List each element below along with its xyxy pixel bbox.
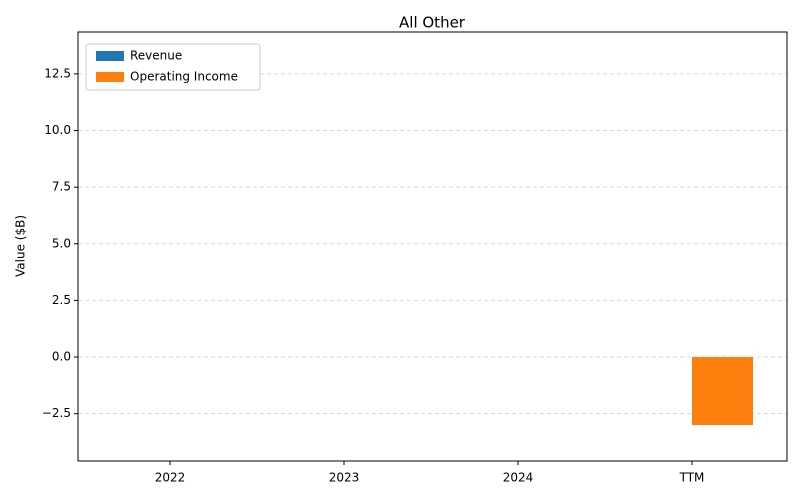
plot-frame	[77, 31, 788, 462]
bar	[692, 357, 753, 425]
legend-label: Operating Income	[130, 70, 238, 84]
legend-swatch	[96, 72, 124, 82]
y-axis-label: Value ($B)	[14, 215, 28, 277]
legend-box	[85, 43, 261, 91]
y-tick-label: 0.0	[52, 350, 71, 364]
x-tick-label: TTM	[679, 471, 705, 485]
x-tick-label: 2022	[155, 471, 186, 485]
chart-title: All Other	[399, 14, 466, 32]
x-tick-label: 2023	[329, 471, 360, 485]
y-tick-label: −2.5	[42, 406, 71, 420]
legend-label: Revenue	[130, 49, 182, 63]
y-tick-label: 5.0	[52, 236, 71, 250]
y-tick-label: 12.5	[44, 66, 71, 80]
legend: Revenue Operating Income	[85, 43, 261, 91]
y-tick-label: 7.5	[52, 180, 71, 194]
y-tick-label: 2.5	[52, 293, 71, 307]
legend-swatch	[96, 51, 124, 61]
y-tick-label: 10.0	[44, 123, 71, 137]
x-tick-label: 2024	[503, 471, 534, 485]
